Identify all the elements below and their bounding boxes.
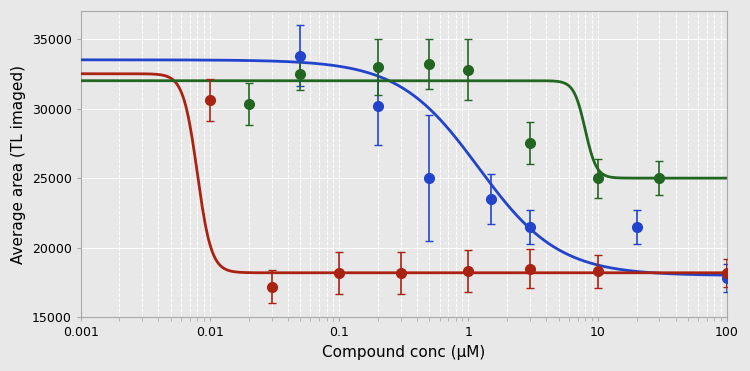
- Y-axis label: Average area (TL imaged): Average area (TL imaged): [11, 65, 26, 264]
- X-axis label: Compound conc (μM): Compound conc (μM): [322, 345, 485, 360]
